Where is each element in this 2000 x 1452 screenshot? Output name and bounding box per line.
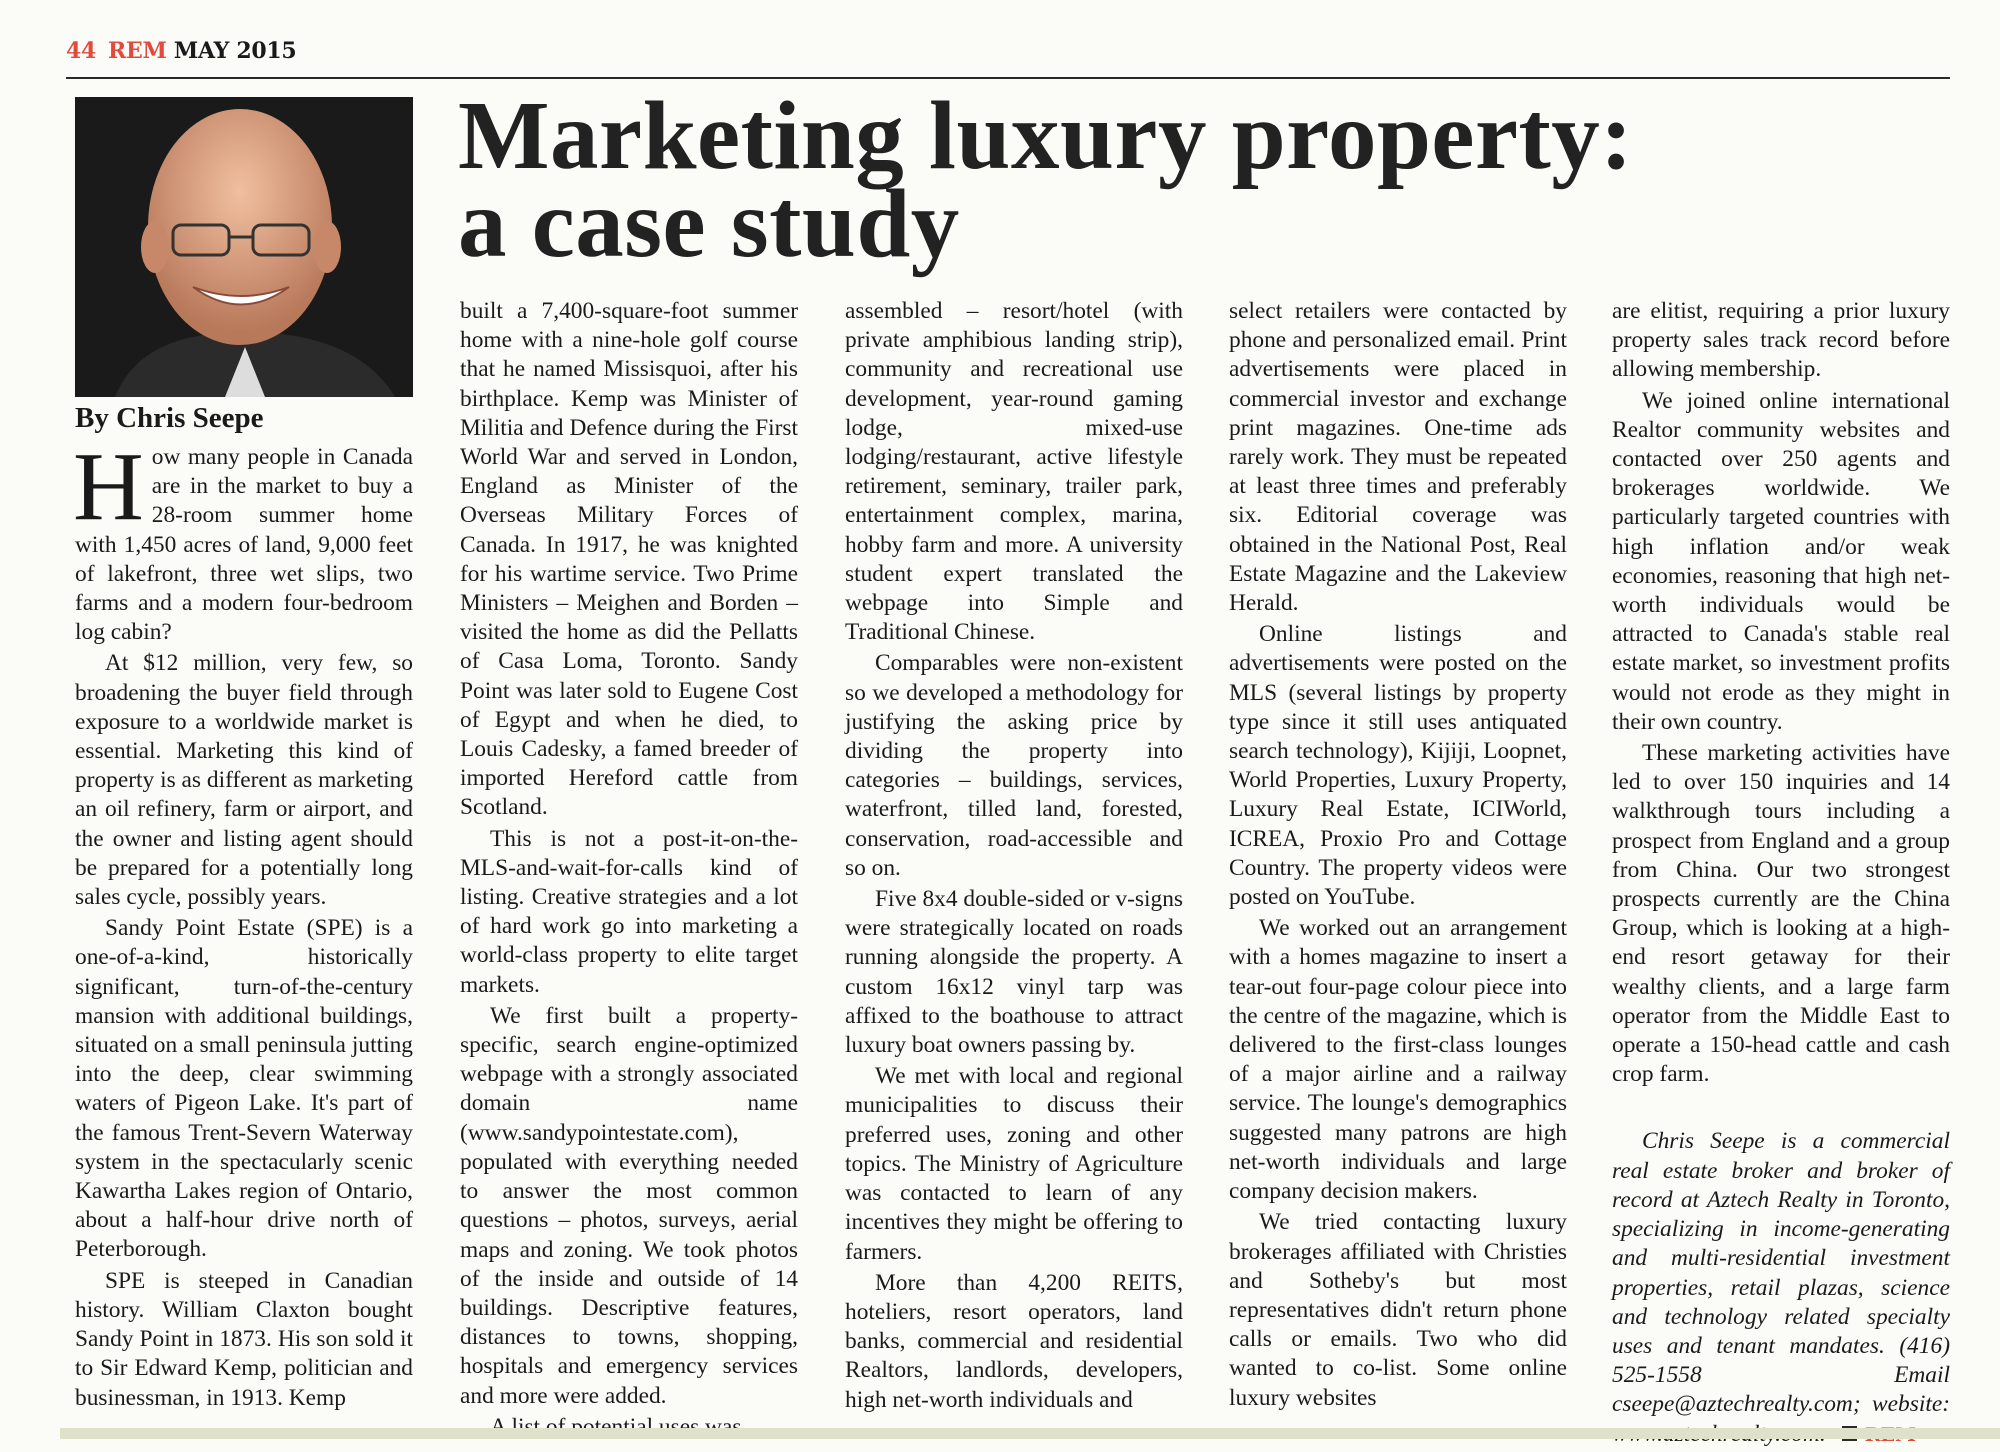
author-bio: Chris Seepe is a commercial real estate … [1612, 1127, 1950, 1449]
bio-text: Chris Seepe is a commercial real estate … [1612, 1128, 1950, 1446]
paragraph: assembled – resort/hotel (with private a… [845, 298, 1183, 646]
page-bottom-edge [60, 1428, 2000, 1439]
paragraph: SPE is steeped in Canadian history. Will… [75, 1267, 413, 1411]
column-4: select retailers were contacted by phone… [1229, 297, 1567, 1415]
paragraph: Online listings and advertisements were … [1229, 621, 1567, 911]
paragraph: At $12 million, very few, so broadening … [75, 650, 413, 911]
paragraph: This is not a post-it-on-the-MLS-and-wai… [460, 825, 798, 998]
title-line-2: a case study [458, 170, 960, 277]
column-3: assembled – resort/hotel (with private a… [845, 297, 1183, 1417]
paragraph: We worked out an arrangement with a home… [1229, 915, 1567, 1205]
paragraph: Comparables were non-existent so we deve… [845, 650, 1183, 881]
byline: By Chris Seepe [75, 402, 264, 434]
paragraph: select retailers were contacted by phone… [1229, 298, 1567, 617]
column-5: are elitist, requiring a prior luxury pr… [1612, 297, 1950, 1452]
column-2: built a 7,400-square-foot summer home wi… [460, 297, 798, 1444]
paragraph: built a 7,400-square-foot summer home wi… [460, 298, 798, 821]
page-header: 44 REM MAY 2015 [66, 38, 297, 64]
paragraph: Sandy Point Estate (SPE) is a one-of-a-k… [75, 915, 413, 1263]
issue-date: MAY 2015 [173, 38, 297, 64]
page-number: 44 [66, 38, 97, 64]
paragraph: We joined online international Realtor c… [1612, 387, 1950, 735]
paragraph: We tried contacting luxury brokerages af… [1229, 1209, 1567, 1411]
paragraph: Five 8x4 double-sided or v-signs were st… [845, 886, 1183, 1059]
author-photo [75, 97, 413, 397]
paragraph: We met with local and regional municipal… [845, 1063, 1183, 1265]
paragraph: We first built a property-specific, sear… [460, 1002, 798, 1409]
paragraph: More than 4,200 REITS, hoteliers, resort… [845, 1269, 1183, 1413]
title-line-1: Marketing luxury property: [458, 82, 1634, 189]
magazine-name: REM [108, 38, 167, 64]
article-title: Marketing luxury property: a case study [458, 87, 1633, 272]
drop-cap: H [73, 433, 144, 541]
header-rule [66, 77, 1950, 79]
paragraph: These marketing activities have led to o… [1612, 740, 1950, 1088]
paragraph: are elitist, requiring a prior luxury pr… [1612, 298, 1950, 383]
